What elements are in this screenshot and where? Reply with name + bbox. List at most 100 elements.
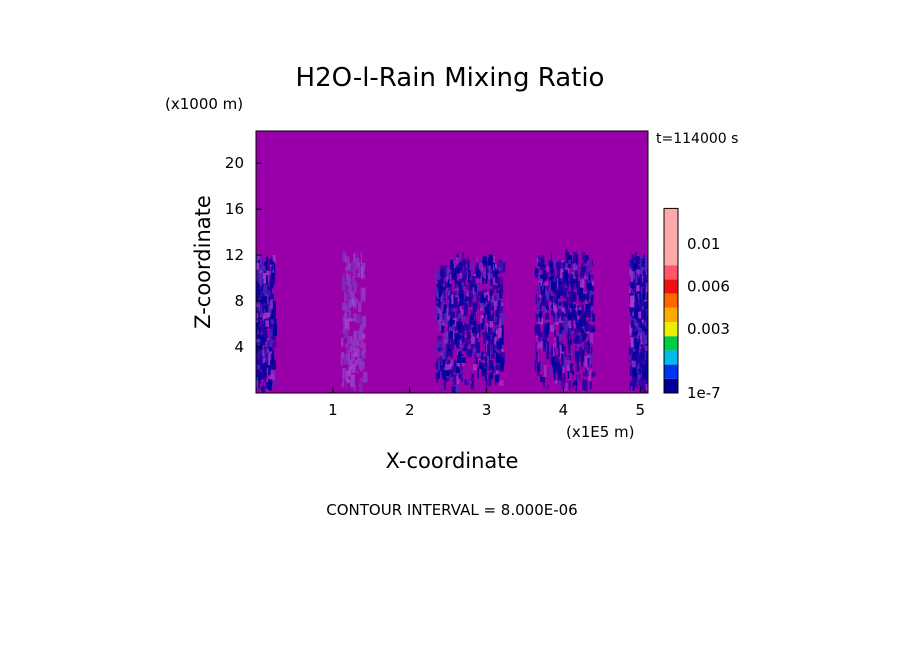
rain-cell	[539, 274, 545, 279]
rain-cell	[272, 255, 276, 263]
rain-cell	[440, 326, 444, 333]
rain-cell	[448, 291, 450, 296]
rain-cell	[632, 366, 637, 377]
rain-cell	[491, 261, 493, 270]
rain-cell	[639, 352, 644, 362]
rain-cell	[342, 354, 348, 361]
rain-cell	[632, 309, 635, 316]
rain-cell	[571, 326, 574, 332]
rain-cell	[262, 296, 268, 304]
rain-cell	[353, 340, 357, 348]
rain-cell	[476, 282, 480, 292]
rain-cell	[570, 261, 573, 265]
rain-cell	[459, 350, 462, 363]
rain-cell	[456, 321, 460, 331]
rain-cell	[458, 321, 463, 334]
rain-cell	[550, 304, 555, 309]
rain-cell	[635, 342, 640, 354]
rain-cell	[577, 319, 581, 326]
rain-cell	[258, 273, 263, 285]
rain-cell	[572, 279, 577, 285]
rain-cell	[256, 270, 258, 280]
rain-cell	[560, 293, 562, 300]
rain-cell	[573, 310, 577, 322]
rain-cell	[263, 273, 266, 284]
rain-cell	[494, 300, 497, 310]
rain-cell	[355, 348, 360, 355]
rain-cell	[451, 320, 455, 325]
rain-cell	[639, 377, 643, 382]
colorbar-frame	[663, 207, 679, 394]
rain-cell	[493, 316, 498, 323]
rain-cell	[629, 293, 634, 298]
rain-cell	[348, 284, 353, 296]
rain-cell	[451, 268, 456, 277]
rain-cell	[362, 343, 366, 354]
rain-cell	[587, 354, 591, 358]
rain-cell	[486, 340, 488, 353]
rain-cell	[484, 377, 487, 381]
rain-cell	[439, 310, 443, 322]
plot-area	[255, 130, 649, 394]
rain-cell	[538, 285, 542, 294]
rain-cell	[591, 279, 594, 286]
rain-cell	[435, 312, 437, 317]
rain-cell	[555, 311, 558, 321]
rain-cell	[471, 348, 475, 356]
rain-cell	[472, 364, 477, 371]
rain-cell	[643, 274, 648, 281]
rain-cell	[272, 376, 277, 388]
rain-cell	[570, 308, 572, 313]
rain-cell	[268, 376, 271, 382]
rain-cell	[568, 259, 572, 264]
rain-cell	[347, 355, 351, 365]
rain-cell	[500, 350, 502, 360]
rain-cell	[585, 370, 589, 377]
rain-cell	[574, 269, 578, 277]
rain-cell	[591, 364, 593, 368]
rain-cell	[263, 357, 267, 362]
rain-cell	[468, 350, 472, 357]
rain-cell	[541, 377, 545, 383]
rain-cell	[540, 336, 543, 346]
rain-cell	[355, 257, 360, 269]
rain-cell	[637, 338, 643, 347]
rain-cell	[469, 334, 472, 339]
rain-cell	[573, 304, 578, 308]
rain-cell	[534, 325, 538, 335]
rain-cell	[347, 263, 351, 271]
y-axis-label: Z-coordinate	[191, 195, 215, 329]
rain-cell	[444, 343, 447, 355]
rain-cell	[540, 255, 545, 260]
rain-cell	[458, 316, 461, 327]
rain-cell	[536, 311, 539, 316]
rain-cell	[545, 312, 549, 320]
rain-cell	[449, 365, 454, 377]
rain-cell	[483, 363, 488, 375]
rain-cell	[346, 256, 350, 268]
rain-cell	[636, 269, 639, 274]
rain-cell	[447, 280, 451, 288]
rain-cell	[483, 368, 485, 375]
rain-cell	[256, 338, 260, 343]
rain-cell	[344, 292, 347, 301]
rain-cell	[354, 315, 357, 323]
rain-cell	[553, 314, 557, 322]
rain-cell	[476, 332, 479, 338]
rain-cell	[438, 299, 441, 308]
rain-cell	[488, 342, 491, 353]
rain-cell	[475, 330, 477, 335]
rain-cell	[451, 294, 454, 305]
rain-cell	[467, 271, 470, 283]
rain-cell	[634, 262, 639, 272]
rain-cell	[362, 316, 367, 327]
rain-cell	[494, 327, 497, 338]
rain-cell	[534, 360, 536, 372]
rain-cell	[349, 298, 353, 308]
rain-cell	[561, 343, 564, 355]
colorbar-swatch	[664, 265, 678, 280]
rain-cell	[360, 339, 364, 349]
rain-cell	[567, 343, 571, 354]
rain-cell	[570, 314, 573, 326]
